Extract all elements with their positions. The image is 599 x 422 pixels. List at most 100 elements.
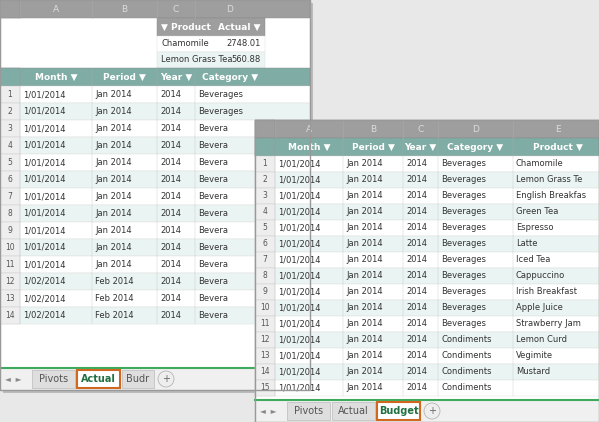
Bar <box>0 0 310 18</box>
Text: 2014: 2014 <box>406 287 427 297</box>
Bar <box>255 236 599 252</box>
Text: 2014: 2014 <box>406 319 427 328</box>
Text: 2014: 2014 <box>160 107 181 116</box>
Text: 6: 6 <box>262 240 267 249</box>
Bar <box>255 220 275 236</box>
Text: 2: 2 <box>262 176 267 184</box>
Bar <box>255 138 599 156</box>
Text: 12: 12 <box>5 277 15 286</box>
Text: Category ▼: Category ▼ <box>202 73 258 81</box>
Bar <box>157 18 265 36</box>
Text: Pivots: Pivots <box>294 406 323 416</box>
Text: Bevera: Bevera <box>198 158 228 167</box>
Text: 2014: 2014 <box>160 124 181 133</box>
Text: 1/01/2014: 1/01/2014 <box>278 287 320 297</box>
Text: Jan 2014: Jan 2014 <box>95 141 132 150</box>
Text: Jan 2014: Jan 2014 <box>346 192 383 200</box>
Text: Jan 2014: Jan 2014 <box>95 124 132 133</box>
Bar <box>255 138 275 156</box>
Text: Bevera: Bevera <box>198 311 228 320</box>
Text: 1/02/2014: 1/02/2014 <box>23 311 65 320</box>
Text: Jan 2014: Jan 2014 <box>95 243 132 252</box>
Bar <box>0 103 20 120</box>
Text: Bevera: Bevera <box>198 192 228 201</box>
Text: 6: 6 <box>8 175 13 184</box>
Text: 1/01/2014: 1/01/2014 <box>278 160 320 168</box>
Text: 1/01/2014: 1/01/2014 <box>278 176 320 184</box>
Bar <box>0 68 310 86</box>
Text: Jan 2014: Jan 2014 <box>95 158 132 167</box>
Bar <box>255 268 599 284</box>
Text: 2014: 2014 <box>406 303 427 313</box>
Text: Condiments: Condiments <box>441 335 492 344</box>
Text: Cappuccino: Cappuccino <box>516 271 565 281</box>
Text: Budget: Budget <box>379 406 418 416</box>
Text: Period ▼: Period ▼ <box>103 73 146 81</box>
Text: Bevera: Bevera <box>198 226 228 235</box>
Text: 1/01/2014: 1/01/2014 <box>278 352 320 360</box>
Text: 2014: 2014 <box>406 271 427 281</box>
Bar <box>255 120 599 422</box>
Text: Jan 2014: Jan 2014 <box>346 368 383 376</box>
Text: Category ▼: Category ▼ <box>447 143 504 151</box>
Text: C: C <box>173 5 179 14</box>
Text: Jan 2014: Jan 2014 <box>346 255 383 265</box>
Bar <box>0 103 310 120</box>
Bar <box>255 348 275 364</box>
Text: Beverages: Beverages <box>441 240 486 249</box>
Text: ▼ Product: ▼ Product <box>161 22 211 32</box>
Text: Feb 2014: Feb 2014 <box>95 277 134 286</box>
Text: 2014: 2014 <box>406 224 427 233</box>
Bar <box>0 188 310 205</box>
Text: Jan 2014: Jan 2014 <box>346 240 383 249</box>
Text: Lemon Grass Tea: Lemon Grass Tea <box>161 56 232 65</box>
Bar <box>0 0 20 18</box>
Text: 1/01/2014: 1/01/2014 <box>278 335 320 344</box>
Bar <box>287 402 330 420</box>
Text: Jan 2014: Jan 2014 <box>346 384 383 392</box>
Text: 2014: 2014 <box>406 160 427 168</box>
Bar <box>255 120 275 138</box>
Text: Jan 2014: Jan 2014 <box>95 260 132 269</box>
Bar <box>0 137 310 154</box>
Bar <box>0 307 20 324</box>
Bar <box>0 68 20 86</box>
Bar <box>255 252 599 268</box>
Text: Irish Breakfast: Irish Breakfast <box>516 287 577 297</box>
Bar <box>0 239 20 256</box>
Text: 5: 5 <box>8 158 13 167</box>
Text: Actual: Actual <box>338 406 369 416</box>
Text: 14: 14 <box>260 368 270 376</box>
Text: Year ▼: Year ▼ <box>404 143 437 151</box>
Text: B: B <box>122 5 128 14</box>
Text: 12: 12 <box>260 335 270 344</box>
Bar <box>0 256 20 273</box>
Text: 9: 9 <box>8 226 13 235</box>
Text: Jan 2014: Jan 2014 <box>95 175 132 184</box>
Text: Jan 2014: Jan 2014 <box>346 208 383 216</box>
Text: Chamomile: Chamomile <box>161 40 208 49</box>
Text: Jan 2014: Jan 2014 <box>346 319 383 328</box>
Bar <box>255 156 275 172</box>
Bar <box>77 370 120 388</box>
Text: 4: 4 <box>262 208 267 216</box>
Bar <box>255 364 275 380</box>
Text: Latte: Latte <box>516 240 537 249</box>
Text: Jan 2014: Jan 2014 <box>346 271 383 281</box>
Text: 1/01/2014: 1/01/2014 <box>23 90 65 99</box>
Text: Bevera: Bevera <box>198 294 228 303</box>
Bar <box>255 284 275 300</box>
Bar <box>0 0 310 390</box>
Text: 1/02/2014: 1/02/2014 <box>23 277 65 286</box>
Text: B: B <box>370 124 376 133</box>
Text: 2014: 2014 <box>160 243 181 252</box>
Text: Beverages: Beverages <box>441 192 486 200</box>
Text: 5: 5 <box>262 224 267 233</box>
Circle shape <box>424 403 440 419</box>
Text: 2014: 2014 <box>406 352 427 360</box>
Text: 3: 3 <box>262 192 267 200</box>
Text: Beverages: Beverages <box>441 287 486 297</box>
Text: Beverages: Beverages <box>441 160 486 168</box>
Text: 15: 15 <box>260 384 270 392</box>
Text: Month ▼: Month ▼ <box>35 73 77 81</box>
